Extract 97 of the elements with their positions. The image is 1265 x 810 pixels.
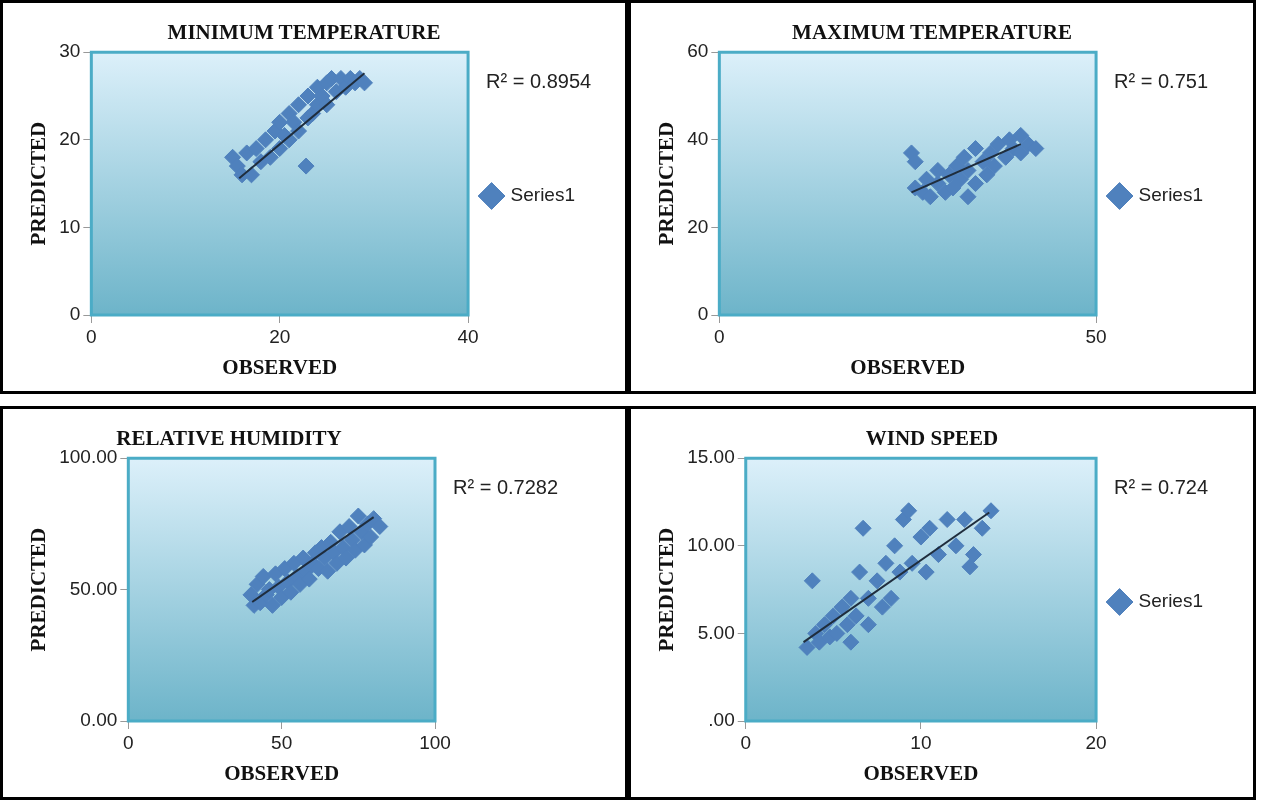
y-tick-label: 0 — [69, 303, 81, 325]
point — [299, 87, 317, 105]
point — [297, 157, 315, 175]
point — [877, 554, 895, 572]
point — [938, 511, 956, 529]
x-tick-label: 50 — [1085, 325, 1107, 347]
point — [847, 607, 865, 625]
point — [967, 175, 985, 193]
y-tick-label: 15.00 — [687, 446, 735, 468]
y-tick-label: 0 — [697, 303, 709, 325]
legend-label: Series1 — [1138, 590, 1203, 612]
point — [921, 519, 939, 537]
point — [371, 518, 389, 536]
point — [989, 135, 1007, 153]
point — [851, 563, 869, 581]
point — [340, 518, 358, 536]
point — [912, 528, 930, 546]
x-tick-label: 40 — [457, 325, 479, 347]
point — [271, 113, 289, 131]
point — [961, 558, 979, 576]
x-axis-title: OBSERVED — [224, 760, 340, 785]
point — [947, 537, 965, 555]
point — [842, 633, 860, 651]
x-axis-title: OBSERVED — [850, 354, 966, 379]
chart-title: WIND SPEED — [865, 426, 999, 451]
y-axis-title: PREDICTED — [26, 121, 51, 246]
y-tick-label: 0.00 — [80, 709, 118, 731]
point — [929, 161, 947, 179]
point — [900, 502, 918, 520]
y-tick-label: 30 — [59, 40, 81, 62]
point — [985, 157, 1003, 175]
point — [859, 616, 877, 634]
x-tick-label: 20 — [1085, 731, 1107, 753]
point — [854, 519, 872, 537]
point — [967, 140, 985, 158]
point — [349, 507, 367, 525]
point — [882, 589, 900, 607]
point — [328, 554, 346, 572]
point — [917, 563, 935, 581]
point — [833, 598, 851, 616]
chart-title: RELATIVE HUMIDITY — [116, 426, 342, 451]
x-axis-title: OBSERVED — [863, 760, 979, 785]
x-axis-title: OBSERVED — [222, 354, 338, 379]
legend-label: Series1 — [510, 184, 575, 206]
point — [803, 572, 821, 590]
point — [973, 519, 991, 537]
text: R² = 0.724 — [1114, 475, 1209, 498]
y-axis-title: PREDICTED — [654, 121, 679, 246]
x-tick-label: 50 — [271, 731, 293, 753]
point — [956, 511, 974, 529]
point — [886, 537, 904, 555]
point — [337, 549, 355, 567]
point — [1012, 126, 1030, 144]
y-tick-label: 20 — [59, 128, 81, 150]
point — [842, 589, 860, 607]
y-tick-label: 60 — [687, 40, 709, 62]
y-axis-title: PREDICTED — [654, 527, 679, 652]
point — [362, 528, 380, 546]
point — [964, 546, 982, 564]
point — [282, 583, 300, 601]
legend-label: Series1 — [1138, 184, 1203, 206]
y-tick-label: 5.00 — [697, 621, 735, 643]
y-tick-label: .00 — [708, 709, 735, 731]
point — [290, 96, 308, 114]
y-axis-title: PREDICTED — [26, 527, 51, 652]
y-tick-label: 20 — [687, 215, 709, 237]
point — [918, 170, 936, 188]
point — [959, 188, 977, 206]
chart-title: MAXIMUM TEMPERATURE — [792, 20, 1072, 45]
point — [257, 131, 275, 149]
point — [955, 148, 973, 166]
text: R² = 0.751 — [1114, 69, 1209, 92]
point — [951, 170, 969, 188]
y-tick-label: 40 — [687, 128, 709, 150]
point — [1012, 144, 1030, 162]
point — [906, 153, 924, 171]
text: R² = 0.7282 — [453, 475, 559, 498]
point — [798, 638, 816, 656]
point — [873, 598, 891, 616]
point — [263, 596, 281, 614]
point — [982, 502, 1000, 520]
x-tick-label: 0 — [740, 731, 752, 753]
point — [247, 140, 265, 158]
y-tick-label: 10.00 — [687, 534, 735, 556]
y-tick-label: 10 — [59, 215, 81, 237]
x-tick-label: 10 — [910, 731, 932, 753]
y-tick-label: 100.00 — [59, 446, 118, 468]
point — [978, 166, 996, 184]
x-tick-label: 100 — [419, 731, 451, 753]
chart-title: MINIMUM TEMPERATURE — [167, 20, 441, 45]
x-tick-label: 0 — [123, 731, 134, 753]
point — [838, 616, 856, 634]
text: R² = 0.8954 — [486, 69, 592, 92]
x-tick-label: 20 — [269, 325, 291, 347]
y-tick-label: 50.00 — [69, 577, 118, 599]
point — [254, 567, 272, 585]
point — [868, 572, 886, 590]
